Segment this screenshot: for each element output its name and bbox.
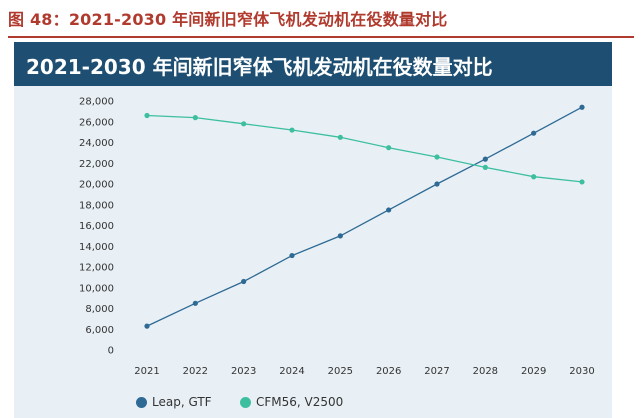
data-point-leap — [144, 323, 150, 329]
x-tick-label: 2029 — [521, 366, 546, 377]
legend-marker-leap — [136, 396, 147, 408]
data-point-leap — [482, 156, 488, 162]
data-point-cfm — [337, 134, 343, 140]
data-point-cfm — [482, 164, 488, 170]
series-line-leap — [146, 106, 583, 327]
chart-banner: 2021-2030 年间新旧窄体飞机发动机在役数量对比 — [14, 42, 612, 86]
y-tick-label: 0 — [108, 346, 114, 357]
caption-divider — [8, 36, 634, 38]
data-point-leap — [579, 104, 585, 110]
x-tick-label: 2027 — [424, 366, 449, 377]
y-tick-label: 28,000 — [79, 97, 114, 108]
y-tick-label: 8,000 — [85, 304, 114, 315]
x-tick-label: 2023 — [231, 366, 256, 377]
series-line-cfm — [146, 114, 583, 183]
y-tick-label: 24,000 — [79, 138, 114, 149]
x-tick-label: 2026 — [376, 366, 401, 377]
y-tick-label: 18,000 — [79, 200, 114, 211]
y-tick-label: 16,000 — [79, 221, 114, 232]
data-point-cfm — [144, 112, 150, 119]
data-point-cfm — [386, 145, 392, 151]
data-point-leap — [434, 181, 440, 187]
data-point-leap — [241, 278, 247, 285]
y-tick-label: 14,000 — [79, 242, 114, 253]
data-point-cfm — [241, 121, 247, 127]
data-point-cfm — [289, 127, 295, 133]
x-tick-label: 2021 — [134, 366, 159, 377]
y-tick-label: 10,000 — [79, 283, 114, 294]
x-tick-label: 2030 — [569, 366, 594, 377]
x-tick-label: 2025 — [328, 366, 353, 377]
x-tick-label: 2024 — [279, 366, 304, 377]
legend-label-leap: Leap, GTF — [152, 395, 212, 409]
x-tick-label: 2022 — [183, 366, 208, 377]
data-point-cfm — [531, 174, 537, 180]
data-point-leap — [386, 207, 392, 213]
line-chart: 28,000 26,000 24,000 22,000 20,000 18,000 16,0… — [79, 97, 595, 378]
data-point-leap — [337, 233, 343, 239]
data-point-cfm — [192, 115, 198, 121]
legend-label-cfm: CFM56, V2500 — [256, 395, 344, 409]
y-tick-label: 20,000 — [79, 180, 114, 191]
legend-item-leap: Leap, GTF — [136, 395, 212, 409]
legend-item-cfm: CFM56, V2500 — [240, 395, 343, 409]
legend-marker-cfm — [240, 396, 251, 408]
y-tick-label: 6,000 — [85, 325, 114, 336]
figure-caption: 图 48：2021-2030 年间新旧窄体飞机发动机在役数量对比 — [8, 10, 448, 29]
chart-title: 2021-2030 年间新旧窄体飞机发动机在役数量对比 — [26, 55, 493, 79]
y-tick-label: 12,000 — [79, 263, 114, 274]
x-tick-label: 2028 — [473, 366, 498, 377]
data-point-cfm — [434, 154, 440, 160]
y-tick-label: 26,000 — [79, 117, 114, 128]
chart-panel: 2021-2030 年间新旧窄体飞机发动机在役数量对比 28,000 26,000… — [14, 42, 612, 418]
data-point-cfm — [579, 179, 585, 185]
data-point-leap — [531, 130, 537, 136]
y-tick-label: 22,000 — [79, 159, 114, 170]
data-point-leap — [289, 252, 295, 259]
data-point-leap — [192, 300, 198, 306]
